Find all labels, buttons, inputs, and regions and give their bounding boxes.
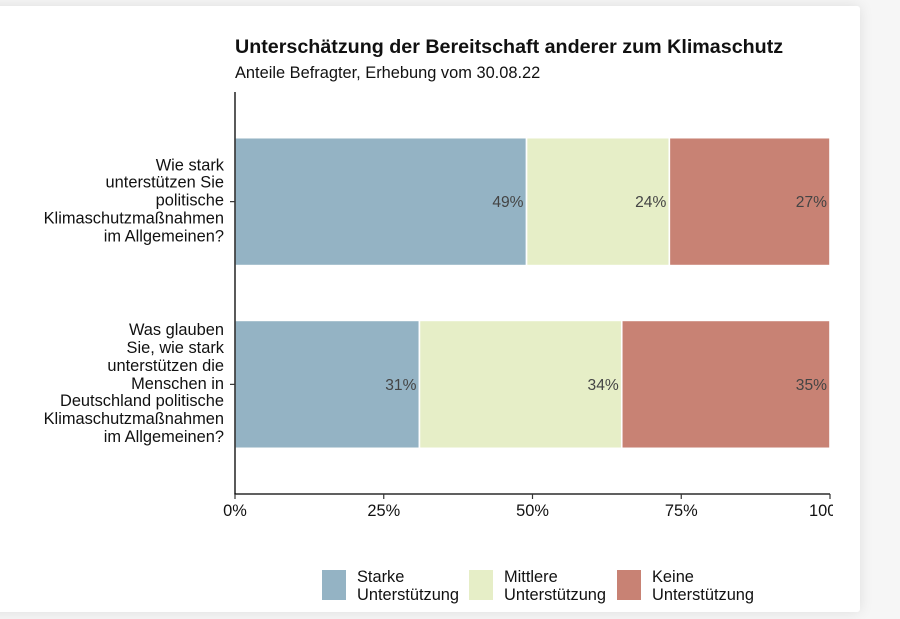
legend-label: Keine Unterstützung — [652, 568, 755, 604]
x-tick-label: 50% — [516, 502, 549, 520]
data-labels: 49% 24% 27% 31% 34% 35% — [385, 194, 827, 394]
bar-segment — [525, 136, 671, 267]
bar-segment — [234, 136, 528, 267]
y-category-label: Wie stark unterstützen Sie politische Kl… — [43, 156, 224, 246]
legend: Starke Unterstützung Mittlere Unterstütz… — [322, 568, 772, 608]
x-tick-label: 75% — [665, 502, 698, 520]
legend-swatch — [617, 570, 641, 600]
bar-segment — [668, 136, 831, 267]
y-axis-labels: Wie stark unterstützen Sie politische Kl… — [0, 0, 224, 619]
plot-area: 49% 24% 27% 31% 34% 35% 0% 25% 50% 75% 100% — [223, 92, 833, 520]
legend-swatch — [469, 570, 493, 600]
legend-item-keine-unterstuetzung: Keine Unterstützung — [617, 568, 764, 608]
bar-segment — [620, 319, 831, 450]
data-label: 27% — [796, 194, 827, 211]
legend-item-starke-unterstuetzung: Starke Unterstützung — [322, 568, 469, 608]
x-tick-label: 0% — [223, 502, 247, 520]
bars — [234, 136, 831, 450]
legend-swatch — [322, 570, 346, 600]
axes: 0% 25% 50% 75% 100% — [223, 92, 833, 520]
legend-label: Starke Unterstützung — [357, 568, 460, 604]
chart-card — [0, 6, 860, 612]
data-label: 24% — [635, 194, 666, 211]
data-label: 35% — [796, 377, 827, 394]
chart-subtitle: Anteile Befragter, Erhebung vom 30.08.22 — [235, 64, 541, 82]
legend-label: Mittlere Unterstützung — [504, 568, 607, 604]
legend-item-mittlere-unterstuetzung: Mittlere Unterstützung — [469, 568, 616, 608]
data-label: 31% — [385, 377, 416, 394]
x-tick-label: 100% — [809, 502, 833, 520]
data-label: 49% — [492, 194, 523, 211]
y-category-label: Was glauben Sie, wie stark unterstützen … — [43, 321, 224, 446]
x-tick-label: 25% — [367, 502, 400, 520]
data-label: 34% — [588, 377, 619, 394]
bar-segment — [418, 319, 623, 450]
chart: Unterschätzung der Bereitschaft anderer … — [0, 0, 833, 619]
chart-title: Unterschätzung der Bereitschaft anderer … — [235, 36, 784, 58]
